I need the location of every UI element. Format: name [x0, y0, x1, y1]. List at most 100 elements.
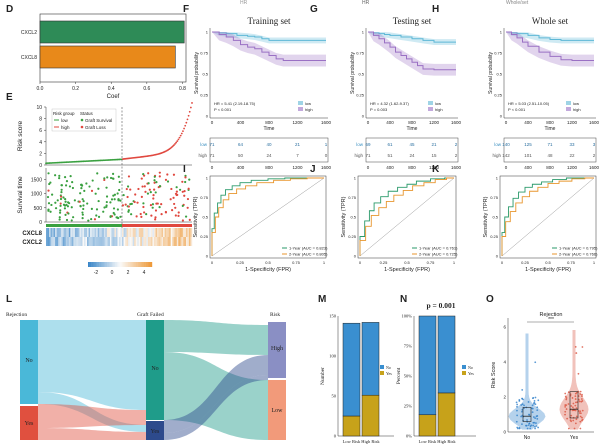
heatmap-cell: [53, 237, 56, 246]
heatmap-cell: [119, 237, 121, 246]
legend-risk-title: Risk group: [53, 111, 75, 116]
heatmap-cell: [160, 228, 162, 237]
survival-point: [85, 182, 88, 185]
roc-ytick-label: 0.25: [200, 234, 209, 239]
survival-point: [153, 175, 156, 178]
colorbar-cell: [145, 262, 148, 267]
survival-point: [172, 173, 176, 176]
heatmap-cell: [105, 228, 108, 237]
violin-point: [567, 403, 570, 405]
survival-point: [88, 185, 91, 188]
heatmap-cell: [176, 237, 179, 246]
heatmap-cell: [85, 237, 88, 246]
roc-ytick-label: 0.25: [490, 234, 499, 239]
panel-letter-K: K: [432, 164, 440, 175]
violin-point: [575, 352, 578, 354]
survival-point: [184, 215, 188, 218]
violin-point: [579, 415, 582, 418]
km-ytick-label: 0.75: [494, 51, 503, 56]
risk-table-cell: 48: [547, 153, 553, 158]
violin-point: [532, 416, 535, 418]
survival-point: [134, 193, 137, 196]
roc-ytick-label: 1: [354, 176, 357, 181]
survival-point: [105, 186, 108, 189]
heatmap-cell: [138, 228, 141, 237]
survival-point: [140, 177, 143, 180]
heatmap-cell: [187, 228, 190, 237]
survival-point: [47, 172, 50, 175]
violin-point: [531, 411, 534, 414]
violin-point: [533, 401, 536, 404]
risk-table-xtick: 1200: [292, 165, 303, 170]
colorbar-cell: [112, 262, 114, 267]
survival-point: [158, 175, 161, 178]
roc-frame: [357, 175, 457, 259]
xtick-label: 0.6: [143, 86, 150, 92]
heatmap-cell: [79, 228, 82, 237]
km-ytick-label: 0.75: [356, 51, 365, 56]
roc-xtick-label: 1: [323, 260, 326, 265]
bar-low-risk-yes: [342, 415, 361, 437]
survival-point: [70, 219, 73, 222]
colorbar-cell: [136, 262, 138, 267]
violin-point: [534, 361, 537, 364]
colorbar-cell: [91, 262, 93, 267]
stacked-ytick-label: 75%: [404, 344, 413, 349]
roc-curve-1-year: [501, 177, 594, 256]
survival-point: [83, 189, 86, 192]
violin-ytick-label: 2: [503, 394, 506, 399]
violin-point: [565, 404, 568, 407]
survival-point: [127, 175, 131, 178]
violin-point: [574, 422, 577, 425]
heatmap-cell: [150, 228, 153, 237]
colorbar-cell: [97, 262, 100, 267]
survival-point: [158, 171, 161, 174]
km-curve-high: [212, 31, 326, 62]
survival-point: [112, 211, 115, 215]
colorbar-cell: [126, 262, 129, 267]
violin-point: [537, 399, 540, 402]
top-cut-label-h: Whole/set: [506, 0, 529, 6]
survival-point: [187, 187, 190, 190]
violin-point: [527, 424, 530, 426]
heatmap-cell: [108, 237, 111, 246]
risk-table-cell: 24: [266, 153, 272, 158]
heatmap-cell: [76, 228, 79, 237]
heatmap-cell: [128, 228, 130, 237]
violin-point: [581, 409, 584, 412]
legend-high-label: high: [61, 125, 70, 130]
ytick-label: 500: [34, 206, 43, 212]
km-legend-low-swatch: [428, 101, 433, 105]
heatmap-cell: [56, 228, 59, 237]
heatmap-cell: [73, 237, 76, 246]
survival-point: [106, 176, 109, 179]
heatmap-cell: [97, 228, 100, 237]
survival-point: [154, 209, 158, 212]
heatmap-cell: [182, 237, 185, 246]
panel-letter-J: J: [310, 164, 316, 175]
survival-point: [58, 211, 62, 214]
survival-point: [103, 178, 106, 182]
km-xtick-label: 0: [367, 120, 370, 125]
km-xtick-label: 1200: [567, 120, 578, 125]
colorbar-cell: [140, 262, 143, 267]
survival-point: [93, 218, 97, 221]
risk-table-xtick: 400: [386, 165, 394, 170]
survival-point: [118, 188, 121, 192]
survival-point: [60, 188, 63, 191]
heatmap-cell: [172, 228, 174, 237]
roc-y-axis-label: Sensitivity (TPR): [193, 196, 199, 237]
bar-low-risk-no: [342, 322, 361, 417]
survival-point: [64, 198, 67, 201]
colorbar-cell: [110, 262, 113, 267]
sankey-node-label-graft-yes: Yes: [151, 429, 160, 435]
risk-score-point: [186, 118, 189, 121]
heatmap-cell: [64, 237, 66, 246]
violin-point: [516, 426, 519, 429]
survival-point: [59, 202, 62, 205]
ytick-label: 0: [39, 220, 42, 226]
violin-point: [575, 391, 578, 394]
group-bar-low: [46, 224, 122, 227]
survival-point: [124, 203, 127, 206]
heatmap-cell: [82, 237, 85, 246]
